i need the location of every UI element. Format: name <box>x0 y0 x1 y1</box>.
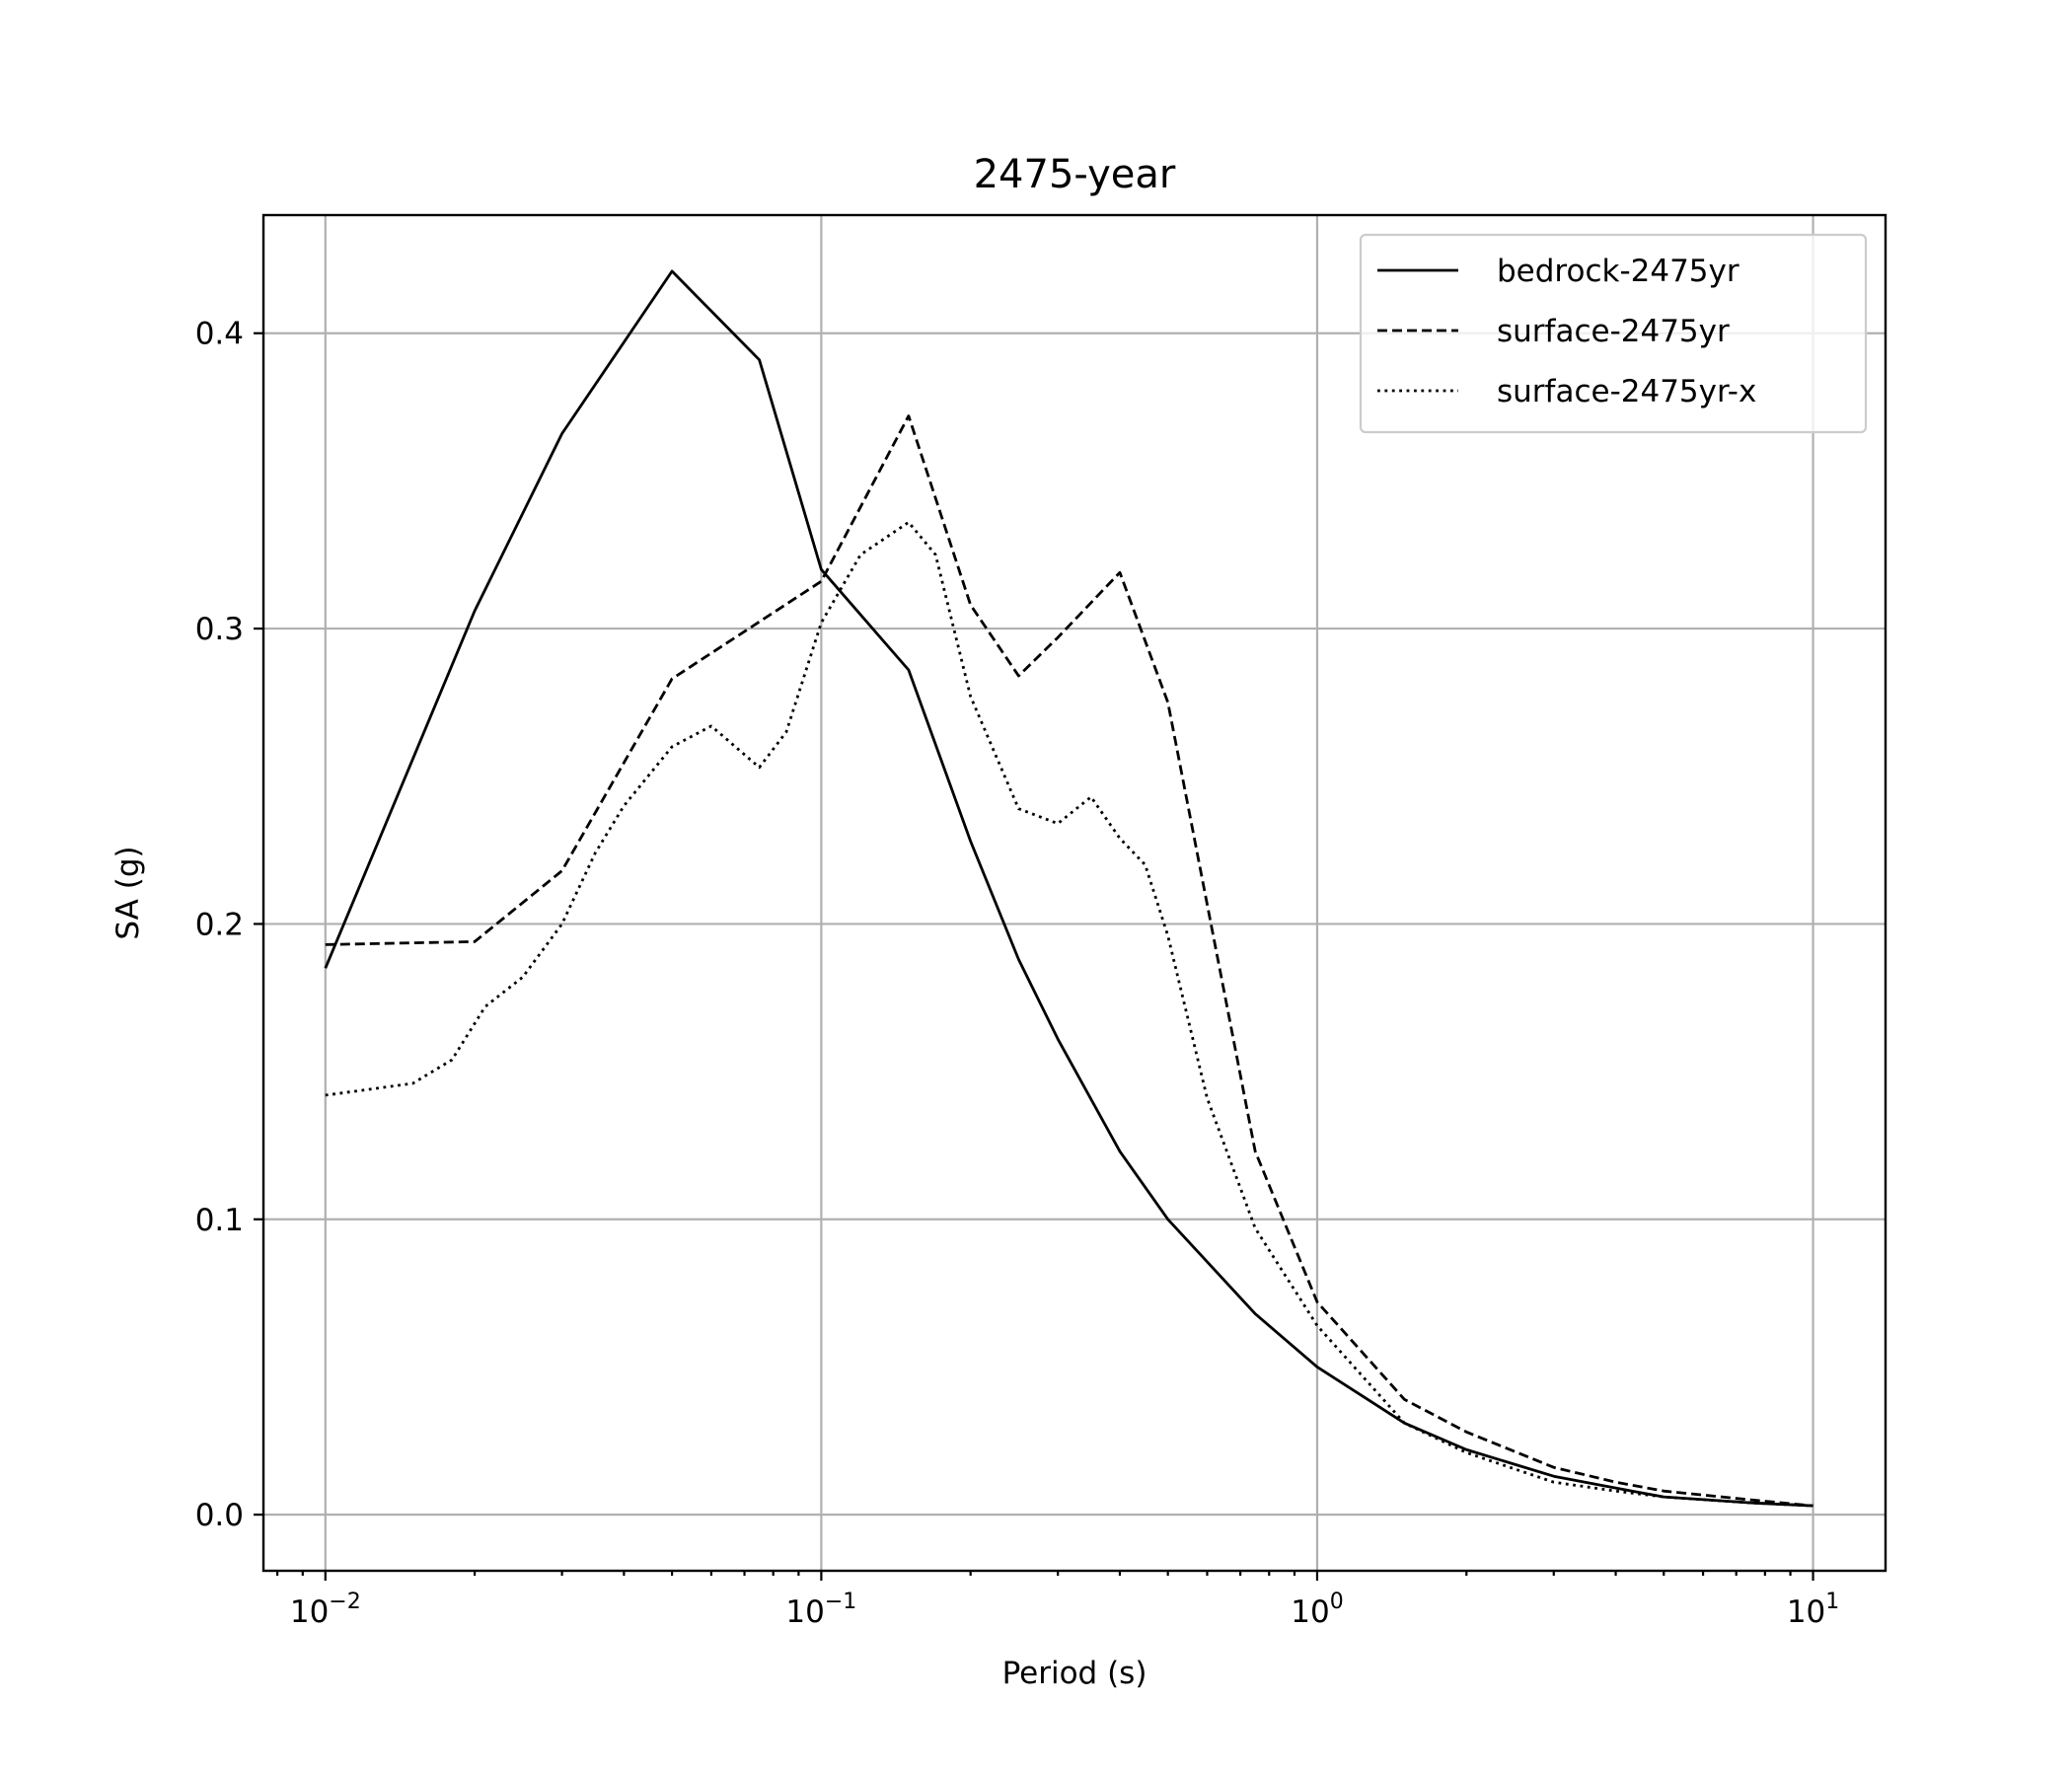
y-tick-label: 0.0 <box>195 1498 244 1533</box>
y-tick-label: 0.2 <box>195 907 244 942</box>
x-tick-label: 101 <box>1787 1590 1839 1630</box>
plot-frame <box>261 213 1887 1573</box>
legend: bedrock-2475yr surface-2475yr surface-2475… <box>1359 233 1868 434</box>
plot-series <box>324 269 1813 1508</box>
x-tick-label: 100 <box>1291 1590 1343 1630</box>
grid <box>263 215 1886 1571</box>
series-line-bedrock-2475yr <box>324 269 1813 1508</box>
series-line-surface-2475yr <box>325 414 1813 1508</box>
legend-label: surface-2475yr-x <box>1497 374 1756 409</box>
series-line-surface-2475yr-x <box>325 520 1813 1508</box>
chart-title: 2475-year <box>974 152 1176 197</box>
axis-ticks: 0.0 0.1 0.2 0.3 0.4 10−2 10−1 100 101 <box>195 317 1840 1630</box>
x-axis-label: Period (s) <box>1002 1656 1147 1691</box>
legend-label: surface-2475yr <box>1497 314 1730 349</box>
legend-label: bedrock-2475yr <box>1497 254 1739 289</box>
y-tick-label: 0.1 <box>195 1203 244 1238</box>
x-tick-label: 10−2 <box>290 1590 361 1630</box>
y-axis-label: SA (g) <box>111 846 146 939</box>
x-tick-label: 10−1 <box>785 1590 856 1630</box>
legend-box <box>1359 233 1868 434</box>
y-tick-label: 0.4 <box>195 317 244 352</box>
y-tick-label: 0.3 <box>195 612 244 647</box>
